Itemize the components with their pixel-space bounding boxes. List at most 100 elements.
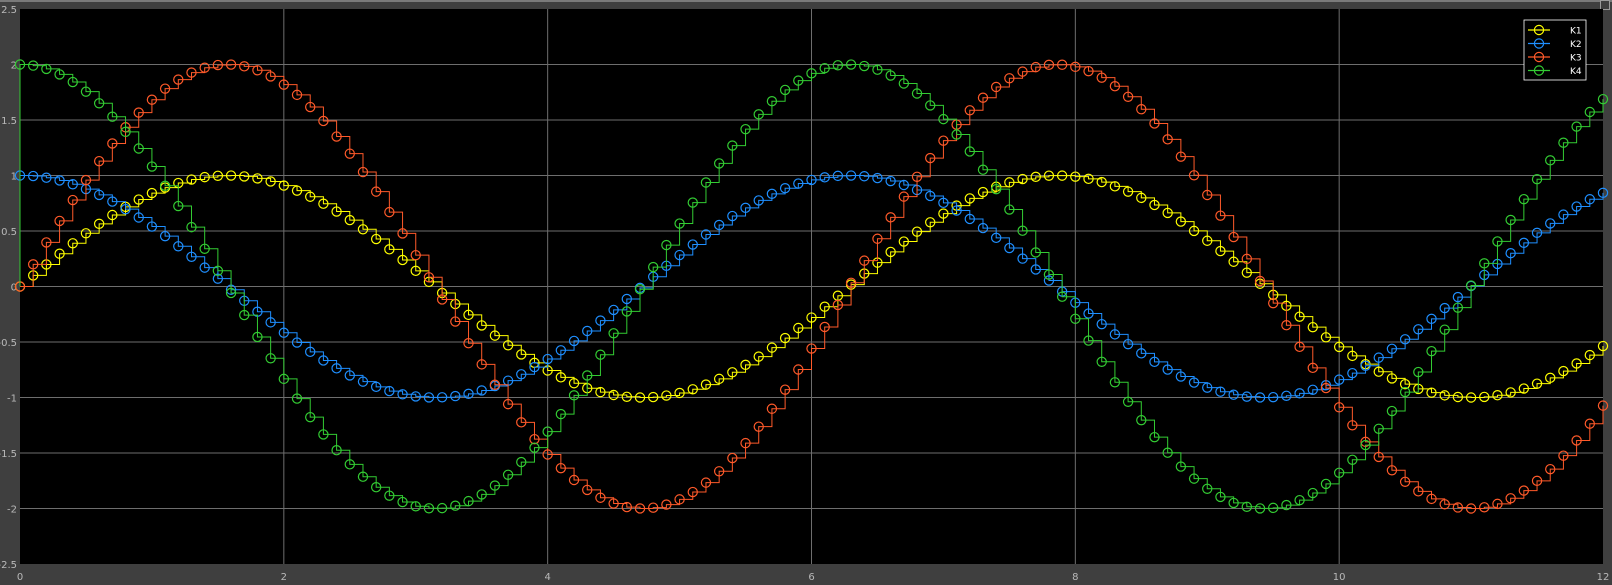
data-point	[779, 84, 791, 96]
data-point	[318, 429, 329, 440]
data-point	[1347, 367, 1358, 379]
data-point	[859, 255, 870, 266]
expand-icon[interactable]	[1600, 0, 1610, 10]
data-point	[925, 152, 936, 164]
data-point	[766, 95, 778, 107]
data-point	[186, 67, 197, 78]
data-point	[806, 312, 817, 323]
legend-label: K3	[1570, 54, 1582, 64]
data-point	[529, 442, 540, 453]
x-tick-label: 6	[808, 572, 814, 583]
data-point	[1439, 302, 1450, 314]
data-point	[1149, 431, 1160, 443]
data-point	[291, 89, 303, 101]
data-point	[1465, 280, 1477, 291]
data-point	[1109, 81, 1121, 92]
data-point	[1083, 308, 1094, 319]
data-point	[1347, 454, 1358, 465]
data-point	[1399, 476, 1411, 487]
data-point	[1439, 324, 1450, 335]
data-point	[1017, 66, 1028, 77]
data-point	[753, 351, 764, 362]
data-point	[700, 477, 712, 488]
data-point	[1215, 210, 1226, 221]
data-point	[436, 294, 448, 305]
data-point	[489, 379, 501, 390]
data-point	[1399, 386, 1411, 398]
data-point	[463, 309, 474, 321]
data-point	[819, 172, 830, 183]
data-point	[1545, 218, 1556, 229]
data-point	[1360, 360, 1371, 371]
data-point	[384, 385, 395, 397]
data-point	[1452, 291, 1464, 303]
series-line-k4	[19, 64, 1604, 509]
y-tick-label: 2.5	[1, 5, 17, 16]
data-point	[1386, 373, 1398, 384]
data-point	[1558, 137, 1569, 148]
data-point	[753, 195, 764, 206]
legend[interactable]: K1 K2 K3 K4	[1523, 19, 1587, 81]
data-point	[542, 353, 553, 365]
data-point	[1571, 435, 1582, 446]
data-point	[80, 86, 92, 97]
data-point	[67, 179, 78, 190]
data-point	[410, 249, 421, 261]
data-point	[1597, 340, 1609, 352]
data-point	[305, 411, 316, 423]
data-point	[331, 131, 342, 142]
data-point	[1096, 356, 1107, 367]
data-point	[489, 330, 501, 341]
data-point	[489, 480, 501, 491]
data-point	[687, 239, 698, 250]
data-point	[1070, 61, 1081, 73]
data-point	[1505, 248, 1516, 259]
data-point	[1373, 352, 1384, 363]
data-point	[1531, 227, 1543, 239]
data-point	[357, 471, 369, 482]
data-point	[1479, 258, 1490, 269]
data-point	[1030, 171, 1041, 183]
data-point	[1597, 93, 1609, 105]
data-point	[1439, 499, 1450, 510]
data-point	[1333, 374, 1345, 385]
data-point	[516, 349, 527, 360]
data-point	[252, 173, 263, 184]
data-point	[687, 486, 698, 498]
data-point	[938, 135, 949, 146]
data-point	[1136, 104, 1147, 115]
data-point	[1215, 386, 1226, 397]
data-point	[529, 433, 540, 445]
data-point	[1149, 356, 1160, 368]
legend-entry-k2: K2	[1528, 38, 1582, 50]
series-k1	[14, 170, 1609, 403]
data-point	[1413, 486, 1424, 497]
data-point	[1043, 269, 1055, 280]
data-point	[1175, 371, 1187, 382]
data-point	[740, 437, 751, 449]
data-point	[107, 196, 118, 207]
data-point	[1558, 209, 1569, 220]
data-point	[911, 88, 923, 99]
data-point	[621, 391, 633, 402]
data-point	[1122, 338, 1134, 350]
data-point	[648, 502, 659, 513]
data-point	[832, 170, 844, 182]
data-point	[687, 384, 698, 395]
data-point	[1545, 372, 1556, 384]
data-point	[159, 230, 171, 242]
data-point	[1188, 225, 1200, 237]
legend-entry-k4: K4	[1528, 65, 1582, 77]
data-point	[357, 166, 369, 178]
data-point	[1479, 391, 1490, 403]
data-point	[727, 210, 738, 222]
data-point	[1241, 253, 1253, 265]
data-point	[27, 60, 39, 71]
data-point	[212, 59, 224, 71]
data-point	[1004, 73, 1015, 84]
y-tick-label: -2.5	[0, 560, 17, 571]
data-point	[1188, 170, 1200, 181]
data-point	[423, 272, 435, 283]
data-point	[925, 100, 936, 111]
data-point	[331, 206, 342, 217]
